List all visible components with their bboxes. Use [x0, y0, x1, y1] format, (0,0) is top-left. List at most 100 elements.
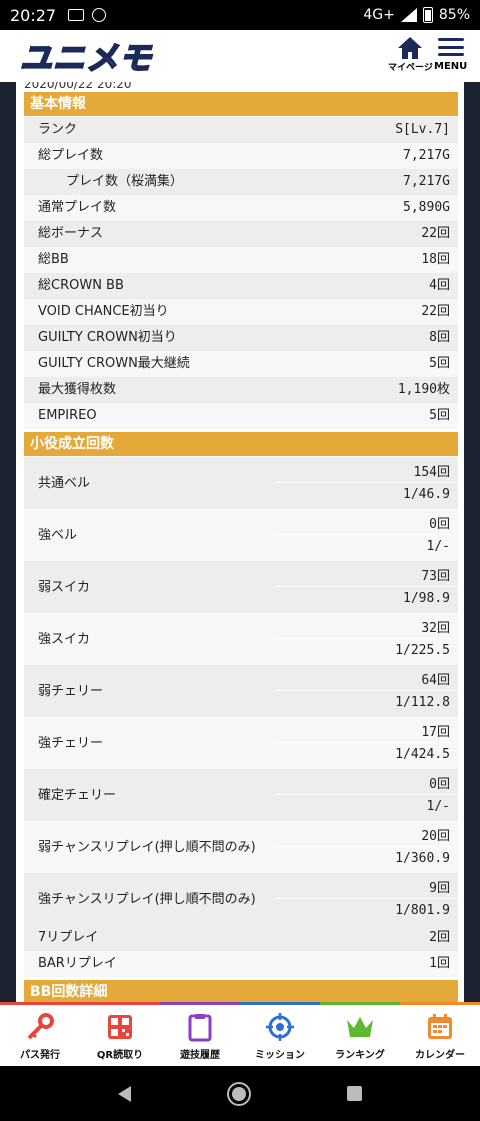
basic-row: 総CROWN BB 4回 [24, 273, 458, 299]
small-role-ratio: 1/225.5 [395, 643, 450, 658]
small-role-label: 確定チェリー [38, 787, 117, 803]
small-role-label: 強スイカ [38, 631, 91, 647]
clipboard-icon [188, 1014, 212, 1042]
row-divider [276, 846, 458, 847]
system-nav [0, 1066, 480, 1121]
basic-row: GUILTY CROWN初当り 8回 [24, 325, 458, 351]
small-role-ratio: 1/801.9 [395, 903, 450, 918]
nav-qr-read[interactable]: QR読取り [80, 1002, 160, 1066]
small-role-row: 確定チェリー 0回 1/- [24, 769, 458, 821]
basic-row-label: GUILTY CROWN最大継続 [38, 356, 190, 371]
basic-row-value: 18回 [421, 252, 450, 267]
small-role-row: 弱チェリー 64回 1/112.8 [24, 665, 458, 717]
basic-row: 総BB 18回 [24, 247, 458, 273]
hamburger-icon [437, 36, 464, 58]
small-role-row: 強スイカ 32回 1/225.5 [24, 613, 458, 665]
small-role-label: BARリプレイ [38, 956, 117, 971]
network-type: 4G+ [363, 7, 395, 23]
small-role-ratio: 1/46.9 [403, 487, 450, 502]
basic-row-value: 5,890G [403, 200, 450, 215]
mail-icon [68, 9, 85, 21]
basic-row-label: 総CROWN BB [38, 278, 124, 293]
back-icon[interactable] [118, 1085, 131, 1102]
basic-row-label: 通常プレイ数 [38, 200, 117, 215]
nav-bar [160, 1002, 240, 1005]
nav-bar [80, 1002, 160, 1005]
small-role-value: 1回 [429, 956, 450, 971]
small-role-label: 強ベル [38, 527, 78, 543]
basic-row: EMPIREO 5回 [24, 403, 458, 429]
basic-row-label: プレイ数（桜満集） [66, 174, 184, 189]
basic-row: GUILTY CROWN最大継続 5回 [24, 351, 458, 377]
basic-row-value: 5回 [429, 356, 450, 371]
nav-play-history[interactable]: 遊技履歴 [160, 1002, 240, 1066]
row-divider [276, 898, 458, 899]
mypage-button[interactable]: マイページ [388, 36, 433, 73]
basic-row-value: 7,217G [403, 148, 450, 163]
small-role-count: 64回 [421, 673, 450, 688]
small-role-count: 73回 [421, 569, 450, 584]
basic-row-value: 4回 [429, 278, 450, 293]
app-logo[interactable]: ユニメモ [19, 38, 153, 78]
small-role-label: 強チャンスリプレイ(押し順不問のみ) [38, 891, 256, 907]
nav-pass-issue[interactable]: パス発行 [0, 1002, 80, 1066]
status-bar: 20:27 4G+ 85% [0, 0, 480, 30]
basic-row: 総ボーナス 22回 [24, 221, 458, 247]
row-divider [276, 742, 458, 743]
bottom-nav: パス発行 QR読取り 遊技履歴 ミッション ランキング カレンダー [0, 1002, 480, 1066]
basic-row-label: 総BB [38, 252, 69, 267]
target-icon [266, 1013, 294, 1041]
small-role-count: 0回 [429, 517, 450, 532]
row-divider [276, 482, 458, 483]
basic-row: 総プレイ数 7,217G [24, 143, 458, 169]
small-role-row: 強チャンスリプレイ(押し順不問のみ) 9回 1/801.9 [24, 873, 458, 925]
home-button-icon[interactable] [227, 1081, 251, 1106]
basic-row-value: 22回 [421, 304, 450, 319]
nav-label: QR読取り [96, 1050, 144, 1061]
notification-icon [92, 8, 107, 22]
row-divider [276, 794, 458, 795]
basic-row-label: ランク [38, 122, 78, 137]
small-role-single-row: 7リプレイ 2回 [24, 925, 458, 951]
small-role-ratio: 1/98.9 [403, 591, 450, 606]
small-role-row: 共通ベル 154回 1/46.9 [24, 457, 458, 509]
mypage-label: マイページ [388, 63, 433, 73]
small-role-value: 2回 [429, 930, 450, 945]
small-role-label: 強チェリー [38, 735, 104, 751]
small-role-count: 20回 [421, 829, 450, 844]
basic-row-value: 1,190枚 [397, 382, 450, 397]
main-content[interactable]: 2020/00/22 20:20 基本情報 ランク S[Lv.7] 総プレイ数 7,2… [0, 82, 480, 1002]
qr-icon [108, 1015, 132, 1039]
status-time: 20:27 [10, 5, 57, 25]
nav-label: 遊技履歴 [180, 1050, 220, 1061]
app-header: ユニメモ マイページ MENU [0, 30, 480, 82]
small-role-row: 強チェリー 17回 1/424.5 [24, 717, 458, 769]
nav-label: パス発行 [20, 1050, 60, 1061]
basic-row-value: 8回 [429, 330, 450, 345]
small-role-row: 弱チャンスリプレイ(押し順不問のみ) 20回 1/360.9 [24, 821, 458, 873]
section-bb-title: BB回数詳細 [24, 980, 458, 1002]
small-role-label: 弱チェリー [38, 683, 104, 699]
basic-row-value: 7,217G [403, 174, 450, 189]
row-divider [276, 638, 458, 639]
row-divider [276, 534, 458, 535]
nav-bar [400, 1002, 480, 1005]
recent-apps-icon[interactable] [347, 1086, 362, 1101]
nav-bar [320, 1002, 400, 1005]
small-role-count: 9回 [429, 881, 450, 896]
basic-row-value: S[Lv.7] [395, 122, 450, 137]
menu-label: MENU [434, 61, 468, 72]
basic-row: 最大獲得枚数 1,190枚 [24, 377, 458, 403]
nav-mission[interactable]: ミッション [240, 1002, 320, 1066]
small-role-ratio: 1/424.5 [395, 747, 450, 762]
menu-button[interactable]: MENU [434, 36, 467, 72]
small-role-label: 共通ベル [38, 475, 91, 491]
nav-ranking[interactable]: ランキング [320, 1002, 400, 1066]
small-role-count: 0回 [429, 777, 450, 792]
battery-icon [422, 7, 433, 23]
signal-icon [400, 8, 417, 22]
basic-row: 通常プレイ数 5,890G [24, 195, 458, 221]
nav-calendar[interactable]: カレンダー [400, 1002, 480, 1066]
small-role-ratio: 1/112.8 [395, 695, 450, 710]
section-basic-title: 基本情報 [24, 92, 458, 116]
